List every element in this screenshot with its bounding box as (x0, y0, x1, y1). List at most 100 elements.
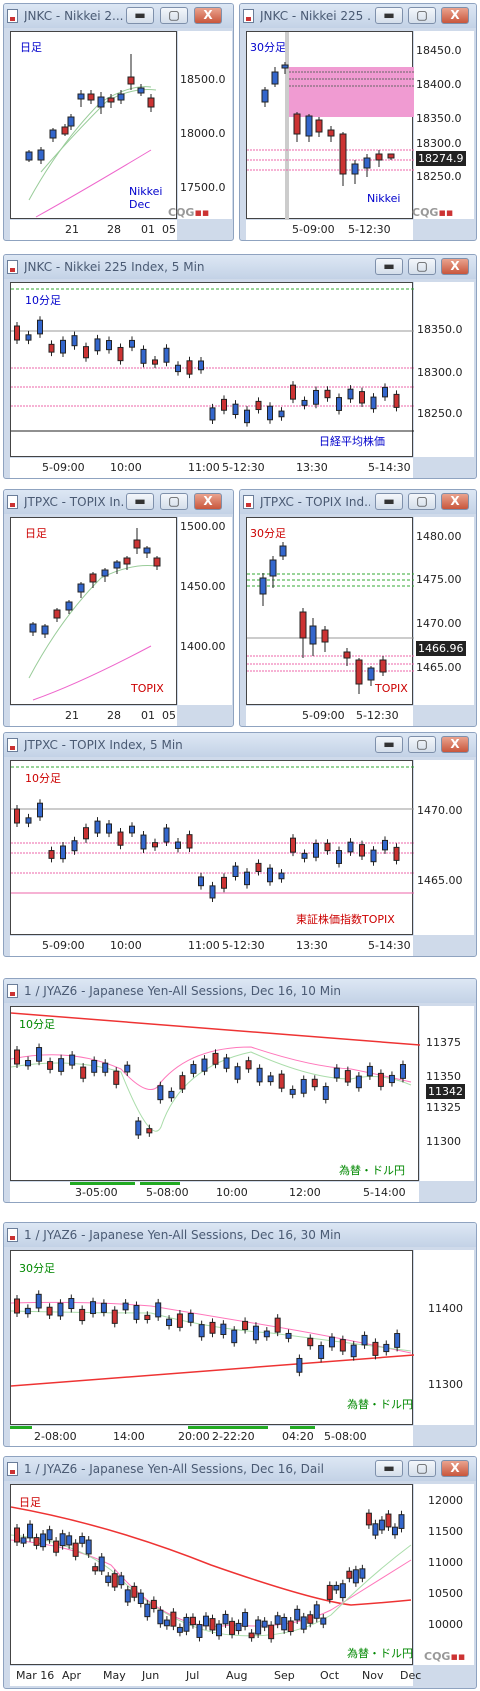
candle-body (232, 403, 239, 415)
price-axis[interactable]: 1470.00 1465.00 (414, 760, 474, 935)
chart-plot-area[interactable]: 10分足 東証株価指数TOPIX (10, 760, 414, 935)
candle-body (394, 1333, 401, 1348)
candle-body (24, 1307, 31, 1315)
y-tick: 11300 (428, 1378, 463, 1391)
candle-body (129, 339, 135, 348)
x-tick: 2-22:20 (212, 1430, 255, 1443)
candle-body (122, 1302, 129, 1311)
price-axis[interactable]: 11375 11350 11342 11325 11300 (420, 1006, 474, 1181)
chart-window-yen-daily[interactable]: 1 / JYAZ6 - Japanese Yen-All Sessions, D… (3, 1456, 477, 1689)
minimize-button[interactable]: ▬ (375, 1460, 403, 1477)
chart-window-topix-10min[interactable]: JTPXC - TOPIX Index, 5 Min ▬ ▢ X 10分足 東証… (3, 732, 477, 957)
time-axis[interactable]: 2-08:00 14:00 20:00 2-22:20 04:20 5-08:0… (10, 1426, 413, 1446)
time-axis[interactable]: 5-09:00 10:00 11:00 5-12:30 13:30 5-14:3… (10, 458, 413, 478)
candle-body (106, 823, 112, 834)
price-axis[interactable]: 1500.00 1450.00 1400.00 (178, 517, 232, 705)
minimize-button[interactable]: ▬ (126, 493, 154, 510)
chart-plot-area[interactable]: 日足 TOPIX (10, 517, 177, 705)
time-axis[interactable]: 5-09:00 5-12:30 (246, 220, 413, 240)
candle-body (25, 334, 32, 341)
maximize-button[interactable]: ▢ (160, 493, 188, 510)
x-tick: 28 (107, 223, 121, 236)
chart-plot-area[interactable]: 10分足 日経平均株価 (10, 282, 414, 457)
maximize-button[interactable]: ▢ (408, 736, 436, 753)
maximize-button[interactable]: ▢ (408, 7, 436, 24)
chart-window-yen-30min[interactable]: 1 / JYAZ6 - Japanese Yen-All Sessions, D… (3, 1222, 477, 1447)
x-tick: 28 (107, 709, 121, 722)
x-tick: 10:00 (216, 1186, 248, 1199)
candle-body (212, 1052, 219, 1065)
candle-body (175, 364, 181, 373)
chart-window-nikkei-30min[interactable]: JNKC - Nikkei 225 ... ▬ ▢ X 30分足 Nikke (239, 3, 477, 241)
minimize-button[interactable]: ▬ (375, 736, 403, 753)
close-button[interactable]: X (441, 493, 469, 510)
candle-body (163, 827, 170, 843)
close-button[interactable]: X (441, 1460, 469, 1477)
candle-body (92, 1566, 99, 1572)
chart-window-topix-daily[interactable]: JTPXC - TOPIX In... ▬ ▢ X 日足 TOPIX 1500.… (3, 489, 234, 727)
price-axis[interactable]: 11400 11300 (414, 1250, 474, 1425)
time-axis[interactable]: Mar 16 Apr May Jun Jul Aug Sep Oct Nov D… (10, 1666, 421, 1686)
chart-window-topix-30min[interactable]: JTPXC - TOPIX Ind... ▬ ▢ X 30分足 TOPIX 14… (239, 489, 477, 727)
candle-body (27, 1523, 34, 1539)
title-bar[interactable]: 1 / JYAZ6 - Japanese Yen-All Sessions, D… (4, 979, 476, 1003)
title-bar[interactable]: JTPXC - TOPIX Ind... ▬ ▢ X (240, 490, 476, 514)
y-tick: 11400 (428, 1302, 463, 1315)
title-bar[interactable]: JNKC - Nikkei 225 ... ▬ ▢ X (240, 4, 476, 28)
chart-plot-area[interactable]: 30分足 TOPIX (246, 517, 414, 705)
chart-plot-area[interactable]: 30分足 為替・ドル円 (10, 1250, 414, 1425)
close-button[interactable]: X (441, 736, 469, 753)
price-axis[interactable]: 18450.0 18400.0 18350.0 18300.0 18274.9 … (412, 31, 474, 219)
candle-body (326, 1584, 333, 1600)
candle-body (124, 1589, 131, 1603)
maximize-button[interactable]: ▢ (408, 1460, 436, 1477)
candle-body (37, 802, 43, 818)
chart-plot-area[interactable]: 10分足 為替・ドル円 (10, 1006, 420, 1181)
candle-body (242, 1612, 249, 1627)
price-axis[interactable]: 1480.00 1475.00 1470.00 1466.96 1465.00 (414, 517, 474, 705)
chart-window-yen-10min[interactable]: 1 / JYAZ6 - Japanese Yen-All Sessions, D… (3, 978, 477, 1203)
x-tick: 3-05:00 (75, 1186, 118, 1199)
maximize-button[interactable]: ▢ (408, 258, 436, 275)
close-button[interactable]: X (441, 258, 469, 275)
candle-body (113, 1070, 120, 1085)
time-axis[interactable]: 21 28 01 05 (10, 220, 177, 240)
timeframe-label: 10分足 (19, 1018, 55, 1031)
time-axis[interactable]: 21 28 01 05 (10, 706, 177, 726)
candle-body (79, 1308, 86, 1322)
close-button[interactable]: X (194, 493, 222, 510)
timeframe-label: 10分足 (25, 294, 61, 307)
close-button[interactable]: X (441, 7, 469, 24)
title-bar[interactable]: 1 / JYAZ6 - Japanese Yen-All Sessions, D… (4, 1457, 476, 1481)
time-axis[interactable]: 5-09:00 10:00 11:00 5-12:30 13:30 5-14:3… (10, 936, 413, 956)
chart-window-nikkei-10min[interactable]: JNKC - Nikkei 225 Index, 5 Min ▬ ▢ X 10分… (3, 254, 477, 479)
title-bar[interactable]: JNKC - Nikkei 225 Index, 5 Min ▬ ▢ X (4, 255, 476, 279)
title-bar[interactable]: 1 / JYAZ6 - Japanese Yen-All Sessions, D… (4, 1223, 476, 1247)
minimize-button[interactable]: ▬ (375, 7, 403, 24)
price-axis[interactable]: 18500.0 18000.0 17500.0 CQG▪▪ (168, 31, 232, 219)
minimize-button[interactable]: ▬ (375, 258, 403, 275)
title-bar[interactable]: JTPXC - TOPIX In... ▬ ▢ X (4, 490, 233, 514)
chart-window-nikkei-daily[interactable]: JNKC - Nikkei 2... ▬ ▢ X 日足 Nikkei Dec (3, 3, 234, 241)
title-bar[interactable]: JTPXC - TOPIX Index, 5 Min ▬ ▢ X (4, 733, 476, 757)
candle-body (35, 1293, 42, 1309)
close-button[interactable]: X (194, 7, 222, 24)
time-axis[interactable]: 3-05:00 5-08:00 10:00 12:00 5-14:00 (10, 1182, 419, 1202)
maximize-button[interactable]: ▢ (160, 7, 188, 24)
price-axis[interactable]: 12000 11500 11000 10500 10000 CQG▪▪ (414, 1484, 474, 1665)
maximize-button[interactable]: ▢ (408, 493, 436, 510)
minimize-button[interactable]: ▬ (375, 493, 403, 510)
candlestick-chart (11, 1012, 420, 1139)
chart-plot-area[interactable]: 30分足 Nikkei (246, 31, 414, 220)
chart-plot-area[interactable]: 日足 為替・ドル円 (10, 1484, 413, 1665)
last-price-box: 11342 (426, 1084, 465, 1099)
x-tick: 5-14:00 (363, 1186, 406, 1199)
chart-plot-area[interactable]: 日足 Nikkei Dec (10, 31, 177, 219)
candle-body (59, 1533, 66, 1547)
title-bar[interactable]: JNKC - Nikkei 2... ▬ ▢ X (4, 4, 233, 28)
minimize-button[interactable]: ▬ (126, 7, 154, 24)
price-axis[interactable]: 18350.0 18300.0 18250.0 (414, 282, 474, 457)
candle-body (124, 1064, 131, 1073)
candle-body (378, 1519, 385, 1531)
time-axis[interactable]: 5-09:00 5-12:30 (246, 706, 413, 726)
